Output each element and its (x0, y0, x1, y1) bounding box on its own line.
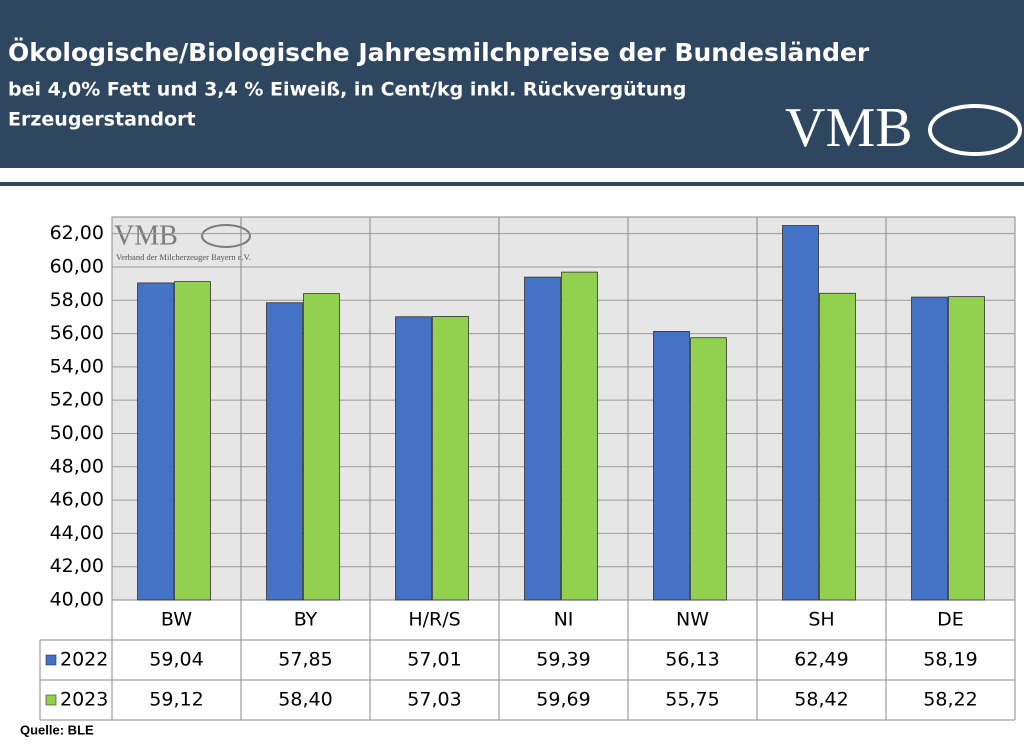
x-tick-label: NW (676, 609, 709, 631)
logo-icon (928, 104, 1022, 156)
bar (303, 293, 340, 601)
table-value: 59,39 (536, 649, 590, 671)
y-tick-label: 54,00 (50, 355, 104, 377)
header-band (0, 0, 1024, 168)
bar (948, 296, 985, 601)
y-tick-label: 42,00 (50, 555, 104, 577)
legend-label: 2023 (60, 689, 108, 711)
chart-title: Ökologische/Biologische Jahresmilchpreis… (8, 37, 870, 67)
table-value: 59,12 (149, 689, 203, 711)
x-tick-label: DE (937, 609, 964, 631)
x-tick-label: SH (808, 609, 834, 631)
legend-swatch (45, 654, 57, 666)
logo: VMB (785, 97, 913, 159)
chart-subtitle: Erzeugerstandort (8, 109, 196, 131)
bar (395, 316, 432, 601)
bar (911, 296, 948, 601)
legend-swatch (45, 694, 57, 706)
y-tick-label: 48,00 (50, 455, 104, 477)
bar (690, 337, 727, 601)
y-tick-label: 62,00 (50, 222, 104, 244)
x-tick-label: BW (161, 609, 192, 631)
table-value: 58,19 (923, 649, 977, 671)
header-rule (0, 182, 1024, 186)
y-tick-label: 50,00 (50, 422, 104, 444)
bar (782, 225, 819, 601)
bar (819, 292, 856, 601)
table-value: 57,01 (407, 649, 461, 671)
x-tick-label: BY (294, 609, 318, 631)
table-value: 62,49 (794, 649, 848, 671)
y-tick-label: 46,00 (50, 489, 104, 511)
table-value: 57,85 (278, 649, 332, 671)
bar (653, 331, 690, 601)
y-tick-label: 60,00 (50, 255, 104, 277)
y-tick-label: 40,00 (50, 589, 104, 611)
bar (137, 282, 174, 601)
x-tick-label: NI (554, 609, 574, 631)
table-value: 56,13 (665, 649, 719, 671)
y-tick-label: 52,00 (50, 389, 104, 411)
watermark-text: Verband der Milcherzeuger Bayern e.V. (116, 252, 251, 262)
source: Quelle: BLE (20, 722, 94, 737)
bar (174, 281, 211, 601)
table-value: 59,69 (536, 689, 590, 711)
watermark-icon (201, 224, 251, 248)
bar (561, 271, 598, 601)
table-value: 58,22 (923, 689, 977, 711)
table-value: 55,75 (665, 689, 719, 711)
bar (266, 302, 303, 601)
bar (524, 276, 561, 601)
table-value: 57,03 (407, 689, 461, 711)
y-tick-label: 58,00 (50, 289, 104, 311)
table-value: 58,40 (278, 689, 332, 711)
chart-subtitle: bei 4,0% Fett und 3,4 % Eiweiß, in Cent/… (8, 79, 686, 101)
table-value: 58,42 (794, 689, 848, 711)
watermark: VMB (114, 220, 178, 251)
y-tick-label: 56,00 (50, 322, 104, 344)
legend-label: 2022 (60, 649, 108, 671)
x-tick-label: H/R/S (408, 609, 460, 631)
bar (432, 316, 469, 601)
table-value: 59,04 (149, 649, 203, 671)
y-tick-label: 44,00 (50, 522, 104, 544)
